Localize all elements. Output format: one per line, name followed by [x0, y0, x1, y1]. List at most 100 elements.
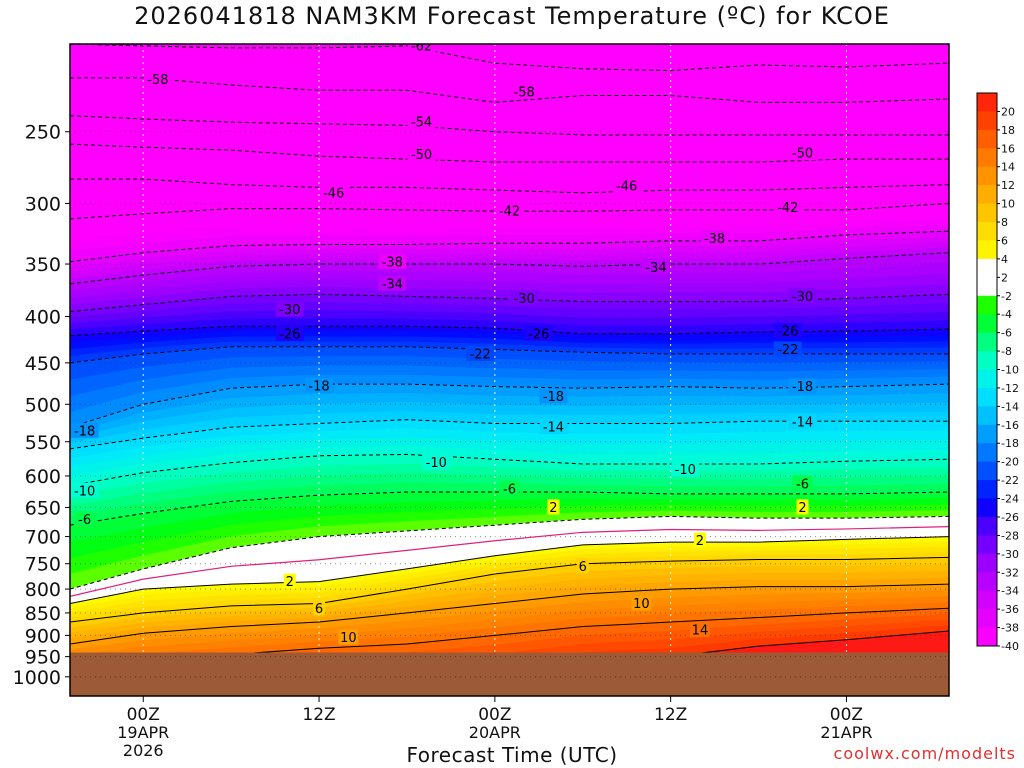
isotherm-line	[70, 515, 949, 590]
contour-label: 2	[798, 501, 806, 516]
contour-label: -6	[796, 477, 809, 492]
y-tick-label: 800	[25, 579, 61, 601]
contour-label: -26	[279, 327, 300, 342]
colorbar-swatch	[977, 93, 997, 112]
contour-label: -34	[382, 277, 403, 292]
colorbar-swatch	[977, 406, 997, 426]
contour-label: -42	[777, 201, 798, 216]
colorbar-label: -10	[1001, 364, 1019, 377]
contour-label: -46	[323, 186, 344, 201]
contour-label: -50	[792, 147, 813, 162]
colorbar-label: -6	[1001, 327, 1012, 340]
colorbar-swatch	[977, 295, 997, 315]
contour-label: -38	[704, 232, 725, 247]
contour-label-bg	[143, 71, 172, 87]
colorbar-label: 16	[1001, 142, 1015, 155]
contour-label-bg	[407, 44, 436, 53]
y-tick-label: 900	[25, 625, 61, 647]
colorbar-label: -12	[1001, 382, 1019, 395]
colorbar-swatch	[977, 498, 997, 518]
colorbar-label: 20	[1001, 105, 1015, 118]
contour-label-bg	[576, 558, 589, 574]
y-tick-label: 350	[25, 254, 61, 276]
isotherm-line	[70, 556, 949, 623]
y-axis: 2503003504004505005506006507007508008509…	[13, 122, 70, 689]
contour-label-bg	[407, 114, 436, 130]
colorbar-label: -24	[1001, 493, 1019, 506]
colorbar-label: -4	[1001, 308, 1012, 321]
x-tick-label: 12Z	[302, 705, 335, 725]
colorbar-label: -20	[1001, 456, 1019, 469]
contour-label: -54	[411, 116, 432, 131]
contour-label-bg	[510, 290, 539, 306]
colorbar-swatch	[977, 609, 997, 629]
contour-label: -18	[792, 380, 813, 395]
colorbar-label: 18	[1001, 124, 1015, 137]
grid-layer	[70, 44, 949, 696]
contour-label-bg	[773, 199, 802, 215]
colorbar-label: 8	[1001, 216, 1008, 229]
colorbar-label: -28	[1001, 529, 1019, 542]
colorbar-label: -16	[1001, 419, 1019, 432]
plot-frame	[69, 43, 950, 697]
contour-label-bg	[773, 341, 802, 357]
source-credit[interactable]: coolwx.com/modelts	[833, 744, 1016, 763]
contour-label: -42	[499, 205, 520, 220]
isotherm-line	[70, 453, 949, 487]
contour-label-bg	[792, 475, 813, 491]
colorbar-swatch	[977, 166, 997, 186]
colorbar-swatch	[977, 185, 997, 205]
colorbar-label: -26	[1001, 511, 1019, 524]
contour-label: -38	[382, 255, 403, 270]
contour-label-bg	[700, 230, 729, 246]
colorbar-label: 14	[1001, 161, 1015, 174]
contour-label-bg	[510, 84, 539, 100]
zero-isotherm-line	[70, 526, 949, 597]
colorbar-label: -8	[1001, 345, 1012, 358]
y-tick-label: 400	[25, 307, 61, 329]
contour-label-bg	[305, 377, 334, 393]
contour-label-bg	[275, 325, 304, 341]
contour-label-bg	[407, 146, 436, 162]
contour-label-bg	[547, 499, 560, 515]
colorbar-swatch	[977, 222, 997, 241]
contour-label: -26	[777, 325, 798, 340]
y-tick-label: 950	[25, 647, 61, 669]
contour-label: -10	[675, 463, 696, 478]
colorbar-swatch	[977, 258, 997, 278]
chart-title: 2026041818 NAM3KM Forecast Temperature (…	[134, 2, 890, 30]
y-tick-label: 550	[25, 432, 61, 454]
contour-label: -30	[279, 303, 300, 318]
temp-band-top	[70, 44, 949, 71]
colorbar-swatch	[977, 424, 997, 444]
temperature-fill-layer	[70, 44, 949, 696]
contour-label-bg	[524, 325, 553, 341]
y-tick-label: 750	[25, 554, 61, 576]
y-tick-label: 1000	[13, 667, 61, 689]
contour-label-bg	[693, 532, 706, 548]
contour-label-bg	[788, 145, 817, 161]
colorbar-swatch	[977, 369, 997, 389]
x-tick-sublabel: 2026	[123, 741, 164, 760]
colorbar-swatch	[977, 129, 997, 149]
contour-label-bg	[70, 482, 99, 498]
contour-label: -30	[514, 292, 535, 307]
contour-label-bg	[631, 595, 652, 611]
y-tick-label: 300	[25, 193, 61, 215]
contour-label: -18	[74, 424, 95, 439]
colorbar-swatch	[977, 277, 997, 297]
colorbar-label: -22	[1001, 474, 1019, 487]
colorbar-label: -18	[1001, 437, 1019, 450]
colorbar-swatch	[977, 111, 997, 131]
contour-label-bg	[495, 203, 524, 219]
colorbar-swatch	[977, 553, 997, 573]
colorbar-swatch	[977, 332, 997, 352]
x-tick-sublabel: 19APR	[117, 723, 169, 742]
contour-label-bg	[612, 178, 641, 194]
contour-label: 2	[696, 534, 704, 549]
contour-label-bg	[70, 422, 99, 438]
contour-label: -22	[777, 343, 798, 358]
colorbar-swatch	[977, 443, 997, 463]
contour-label-bg	[796, 499, 809, 515]
